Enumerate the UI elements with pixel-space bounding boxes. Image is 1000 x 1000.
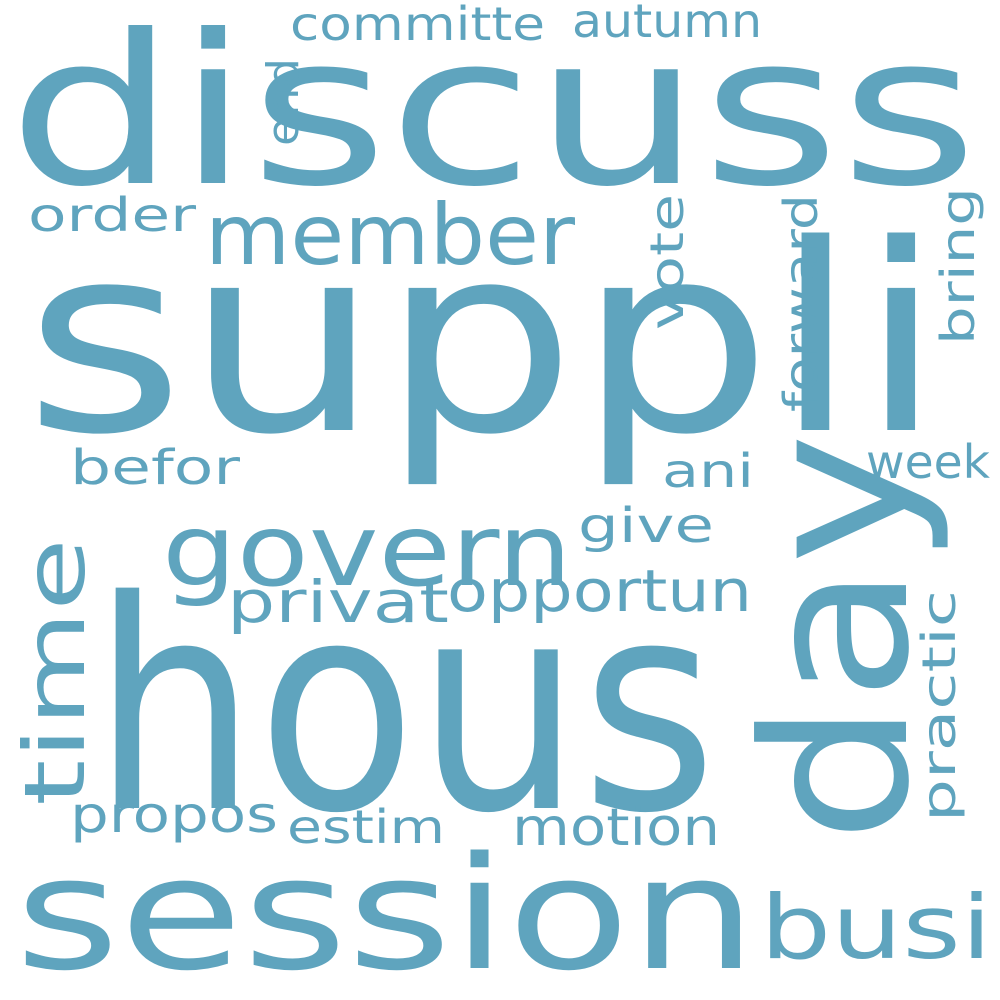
word-discuss: discuss bbox=[8, 0, 978, 233]
word-privat: privat bbox=[227, 568, 449, 636]
word-befor: befor bbox=[70, 440, 240, 496]
word-week: week bbox=[866, 435, 990, 489]
word-day: day bbox=[721, 433, 954, 843]
word-vote: vote bbox=[640, 194, 694, 330]
word-motion: motion bbox=[512, 798, 720, 858]
word-bring: bring bbox=[931, 187, 985, 345]
word-ani: ani bbox=[662, 444, 754, 498]
word-give: give bbox=[578, 498, 714, 554]
word-end: end bbox=[258, 58, 309, 146]
word-practic: practic bbox=[912, 590, 966, 822]
word-propos: propos bbox=[70, 786, 278, 844]
word-time: time bbox=[6, 538, 104, 806]
word-committe: committe bbox=[290, 0, 545, 51]
word-opportun: opportun bbox=[447, 557, 752, 625]
word-suppli: suppli bbox=[24, 190, 944, 492]
word-busi: busi bbox=[760, 876, 992, 979]
word-autumn: autumn bbox=[572, 0, 762, 48]
word-order: order bbox=[28, 188, 196, 242]
word-govern: govern bbox=[162, 492, 572, 609]
word-session: session bbox=[15, 823, 757, 1000]
word-estim: estim bbox=[287, 800, 445, 854]
word-forward: forward bbox=[774, 194, 828, 412]
word-hous: hous bbox=[92, 540, 717, 877]
word-member: member bbox=[205, 186, 575, 284]
